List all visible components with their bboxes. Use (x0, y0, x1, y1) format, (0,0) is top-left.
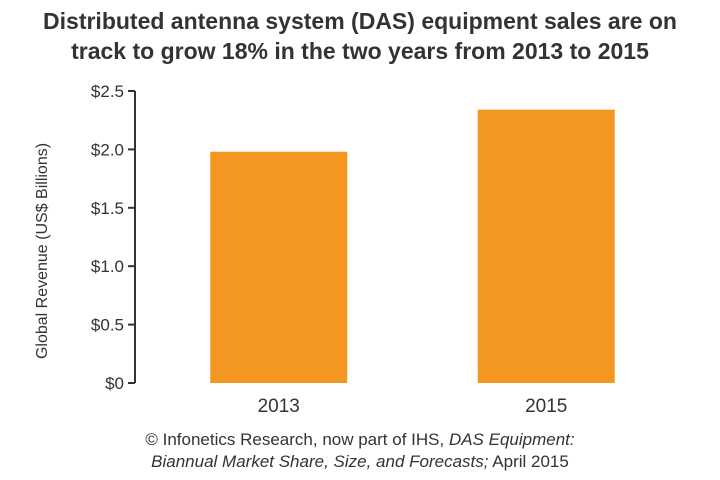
source-date: April 2015 (488, 452, 569, 471)
y-tick-label: $0 (105, 374, 124, 393)
source-report-title: DAS Equipment: (448, 430, 575, 449)
bar-2013 (210, 151, 348, 383)
chart-title: Distributed antenna system (DAS) equipme… (0, 6, 720, 66)
y-tick-label: $2.0 (91, 140, 124, 159)
source-line-1: © Infonetics Research, now part of IHS, … (0, 429, 720, 451)
source-credit: © Infonetics Research, now part of IHS, (145, 430, 449, 449)
y-tick-label: $1.5 (91, 199, 124, 218)
chart-title-line-2: track to grow 18% in the two years from … (71, 38, 649, 64)
chart-title-line-1: Distributed antenna system (DAS) equipme… (43, 8, 677, 34)
x-tick-label: 2015 (525, 396, 567, 417)
y-tick-label: $2.5 (91, 82, 124, 101)
x-tick-label: 2013 (258, 396, 300, 417)
source-report-subtitle: Biannual Market Share, Size, and Forecas… (151, 452, 489, 471)
source-note: © Infonetics Research, now part of IHS, … (0, 429, 720, 473)
y-axis-title: Global Revenue (US$ Billions) (34, 143, 51, 359)
bar-2015 (477, 109, 615, 384)
y-tick-label: $1.0 (91, 257, 124, 276)
source-line-2: Biannual Market Share, Size, and Forecas… (0, 451, 720, 473)
y-tick-label: $0.5 (91, 316, 124, 335)
